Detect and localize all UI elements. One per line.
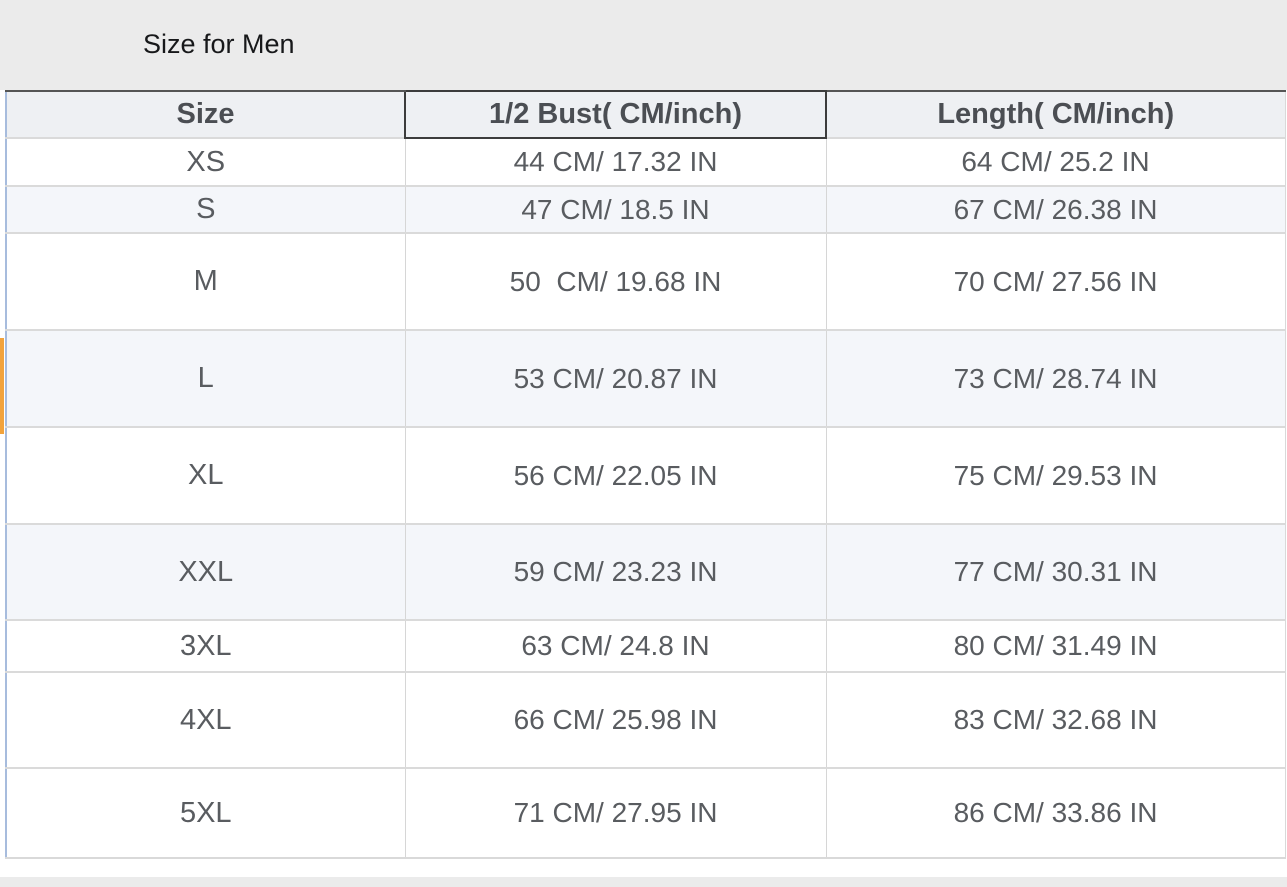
table-header-row: Size 1/2 Bust( CM/inch) Length( CM/inch) — [6, 90, 1285, 139]
column-header-size: Size — [6, 90, 405, 138]
length-cell: 86 CM/ 33.86 IN — [825, 767, 1285, 858]
bust-cell: 44 CM/ 17.32 IN — [404, 137, 826, 186]
size-cell: 4XL — [6, 671, 405, 768]
table-row: 5XL 71 CM/ 27.95 IN 86 CM/ 33.86 IN — [6, 767, 1285, 858]
table-row: XS 44 CM/ 17.32 IN 64 CM/ 25.2 IN — [6, 137, 1285, 186]
size-cell: L — [6, 329, 405, 427]
table-row: L 53 CM/ 20.87 IN 73 CM/ 28.74 IN — [6, 329, 1285, 427]
size-cell: XXL — [6, 523, 405, 620]
bust-cell: 56 CM/ 22.05 IN — [404, 426, 826, 524]
table-row: XXL 59 CM/ 23.23 IN 77 CM/ 30.31 IN — [6, 523, 1285, 620]
bust-cell: 63 CM/ 24.8 IN — [404, 619, 826, 672]
bust-cell: 50 CM/ 19.68 IN — [404, 232, 826, 330]
bust-cell: 71 CM/ 27.95 IN — [404, 767, 826, 858]
page-title: Size for Men — [143, 29, 295, 59]
size-cell: M — [6, 232, 405, 330]
column-header-bust: 1/2 Bust( CM/inch) — [404, 90, 827, 139]
length-cell: 73 CM/ 28.74 IN — [825, 329, 1285, 427]
length-cell: 75 CM/ 29.53 IN — [825, 426, 1285, 524]
bust-cell: 66 CM/ 25.98 IN — [404, 671, 826, 768]
bust-cell: 59 CM/ 23.23 IN — [404, 523, 826, 620]
size-cell: S — [6, 185, 405, 233]
table-row: M 50 CM/ 19.68 IN 70 CM/ 27.56 IN — [6, 232, 1285, 330]
length-cell: 64 CM/ 25.2 IN — [825, 137, 1285, 186]
size-cell: XS — [6, 137, 405, 186]
length-cell: 67 CM/ 26.38 IN — [825, 185, 1285, 233]
size-cell: XL — [6, 426, 405, 524]
table-row: XL 56 CM/ 22.05 IN 75 CM/ 29.53 IN — [6, 426, 1285, 524]
size-table: Size 1/2 Bust( CM/inch) Length( CM/inch)… — [5, 90, 1286, 859]
column-header-length: Length( CM/inch) — [825, 90, 1285, 138]
bust-cell: 47 CM/ 18.5 IN — [404, 185, 826, 233]
size-chart: Size 1/2 Bust( CM/inch) Length( CM/inch)… — [5, 90, 1286, 859]
row-highlight-marker — [0, 338, 4, 434]
bust-cell: 53 CM/ 20.87 IN — [404, 329, 826, 427]
size-cell: 3XL — [6, 619, 405, 672]
length-cell: 70 CM/ 27.56 IN — [825, 232, 1285, 330]
table-row: 3XL 63 CM/ 24.8 IN 80 CM/ 31.49 IN — [6, 619, 1285, 672]
length-cell: 83 CM/ 32.68 IN — [825, 671, 1285, 768]
size-cell: 5XL — [6, 767, 405, 858]
table-row: 4XL 66 CM/ 25.98 IN 83 CM/ 32.68 IN — [6, 671, 1285, 768]
length-cell: 77 CM/ 30.31 IN — [825, 523, 1285, 620]
table-row: S 47 CM/ 18.5 IN 67 CM/ 26.38 IN — [6, 185, 1285, 233]
length-cell: 80 CM/ 31.49 IN — [825, 619, 1285, 672]
